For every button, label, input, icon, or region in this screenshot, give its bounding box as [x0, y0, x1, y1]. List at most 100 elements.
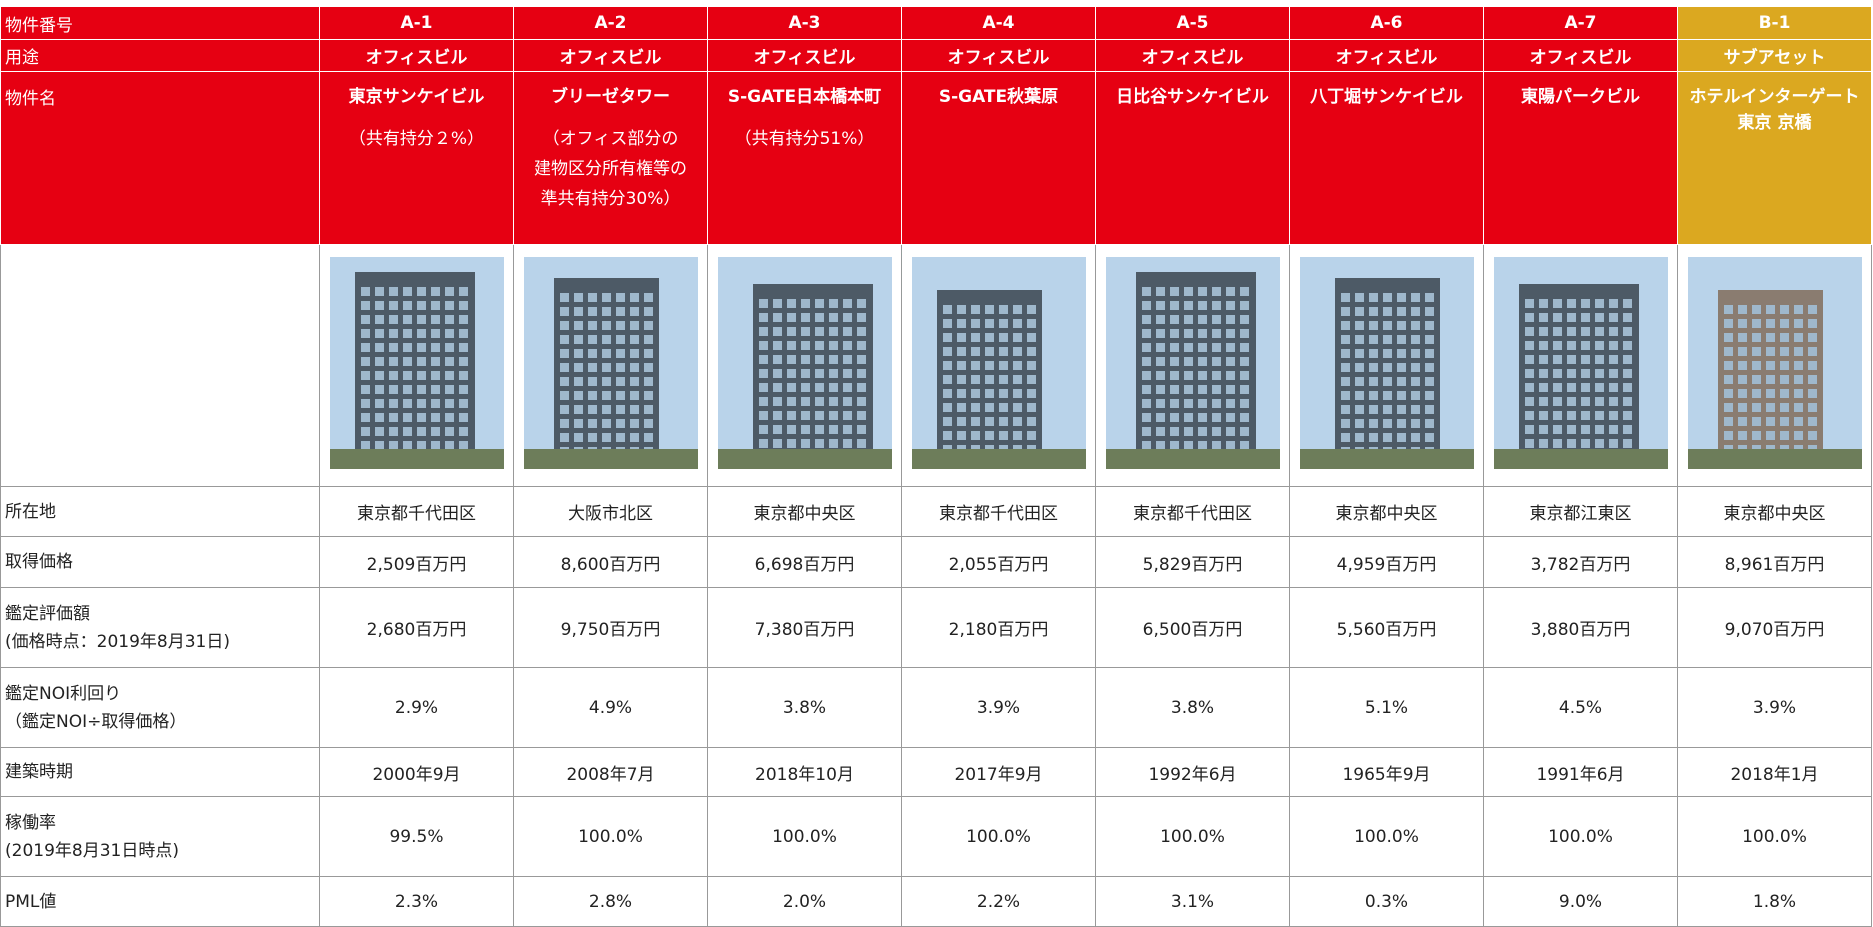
- value-cell: 2,509百万円: [319, 536, 514, 588]
- header-cell: A-7: [1483, 6, 1678, 40]
- name-line: S-GATE秋葉原: [938, 87, 1059, 107]
- row-label: 鑑定NOI利回り （鑑定NOI÷取得価格）: [0, 667, 320, 748]
- note-line: （共有持分２%）: [348, 129, 485, 149]
- value-cell: 9.0%: [1483, 876, 1678, 927]
- property-name: 日比谷サンケイビル: [1100, 84, 1285, 110]
- data-row: 鑑定NOI利回り （鑑定NOI÷取得価格） 2.9% 4.9% 3.8% 3.9% 3.8%…: [0, 667, 1872, 748]
- label-line: 所在地: [5, 501, 56, 522]
- value-cell: 2.9%: [319, 667, 514, 748]
- name-line: 東京 京橋: [1737, 113, 1812, 133]
- header-cell: S-GATE日本橋本町 （共有持分51%）: [707, 71, 902, 245]
- row-label: 物件番号: [0, 6, 320, 40]
- value-cell: 1992年6月: [1095, 747, 1290, 797]
- value-cell: 東京都千代田区: [319, 486, 514, 537]
- data-row: 建築時期 2000年9月 2008年7月 2018年10月 2017年9月 1992年6月…: [0, 747, 1872, 797]
- header-cell: 八丁堀サンケイビル: [1289, 71, 1484, 245]
- row-label: 取得価格: [0, 536, 320, 588]
- value-cell: 1.8%: [1677, 876, 1872, 927]
- header-cell: 日比谷サンケイビル: [1095, 71, 1290, 245]
- header-cell: A-3: [707, 6, 902, 40]
- header-cell: オフィスビル: [707, 39, 902, 72]
- value-cell: 2.2%: [901, 876, 1096, 927]
- header-cell: オフィスビル: [1289, 39, 1484, 72]
- value-cell: 2018年1月: [1677, 747, 1872, 797]
- value-cell: 3,880百万円: [1483, 587, 1678, 668]
- value-cell: 100.0%: [513, 796, 708, 877]
- value-cell: 3.1%: [1095, 876, 1290, 927]
- value-cell: 100.0%: [901, 796, 1096, 877]
- property-photo: [1687, 257, 1862, 486]
- label-line: PML値: [5, 891, 57, 912]
- value-cell: 大阪市北区: [513, 486, 708, 537]
- property-photo: [1105, 257, 1280, 469]
- row-label: [0, 244, 320, 487]
- row-label: 鑑定評価額 (価格時点：2019年8月31日): [0, 587, 320, 668]
- value-cell: 2,180百万円: [901, 587, 1096, 668]
- value-cell: 100.0%: [1289, 796, 1484, 877]
- image-cell: [513, 244, 708, 487]
- data-row: 取得価格 2,509百万円 8,600百万円 6,698百万円 2,055百万円 5,82…: [0, 536, 1872, 588]
- value-cell: 100.0%: [1677, 796, 1872, 877]
- label-line: 鑑定NOI利回り: [5, 683, 122, 704]
- note-line: （共有持分51%）: [734, 129, 875, 149]
- value-cell: 8,600百万円: [513, 536, 708, 588]
- property-name: S-GATE秋葉原: [906, 84, 1091, 110]
- header-row: 物件番号 A-1 A-2 A-3 A-4 A-5 A-6 A-7 B-1: [0, 6, 1872, 40]
- value-cell: 1991年6月: [1483, 747, 1678, 797]
- value-cell: 2000年9月: [319, 747, 514, 797]
- value-cell: 5.1%: [1289, 667, 1484, 748]
- property-photo: [1493, 257, 1668, 481]
- header-cell: オフィスビル: [901, 39, 1096, 72]
- note-line: （オフィス部分の: [542, 129, 679, 149]
- value-cell: 0.3%: [1289, 876, 1484, 927]
- image-cell: [319, 244, 514, 487]
- value-cell: 5,560百万円: [1289, 587, 1484, 668]
- header-cell: B-1: [1677, 6, 1872, 40]
- image-cell: [1289, 244, 1484, 487]
- property-name: 八丁堀サンケイビル: [1294, 84, 1479, 110]
- property-photo: [717, 257, 892, 481]
- label-line: （鑑定NOI÷取得価格）: [5, 711, 187, 732]
- value-cell: 100.0%: [707, 796, 902, 877]
- row-label: 稼働率 (2019年8月31日時点): [0, 796, 320, 877]
- header-row: 物件名 東京サンケイビル （共有持分２%） ブリーゼタワー （オフィス部分の 建物区分所有…: [0, 71, 1872, 245]
- value-cell: 3.9%: [901, 667, 1096, 748]
- value-cell: 1965年9月: [1289, 747, 1484, 797]
- value-cell: 5,829百万円: [1095, 536, 1290, 588]
- value-cell: 東京都千代田区: [901, 486, 1096, 537]
- value-cell: 99.5%: [319, 796, 514, 877]
- data-row: 所在地 東京都千代田区 大阪市北区 東京都中央区 東京都千代田区 東京都千代田区 東京都中央…: [0, 486, 1872, 537]
- value-cell: 4.9%: [513, 667, 708, 748]
- property-photo: [911, 257, 1086, 486]
- value-cell: 東京都江東区: [1483, 486, 1678, 537]
- page: 物件番号 A-1 A-2 A-3 A-4 A-5 A-6 A-7 B-1 用途 オフィスビル オフィス…: [0, 6, 1872, 927]
- label-line: 取得価格: [5, 552, 73, 572]
- label-line: 建築時期: [5, 762, 73, 782]
- header-cell: オフィスビル: [513, 39, 708, 72]
- value-cell: 東京都千代田区: [1095, 486, 1290, 537]
- property-name: S-GATE日本橋本町: [712, 84, 897, 110]
- property-table: 物件番号 A-1 A-2 A-3 A-4 A-5 A-6 A-7 B-1 用途 オフィスビル オフィス…: [0, 6, 1872, 927]
- image-cell: [1483, 244, 1678, 487]
- name-line: ブリーゼタワー: [551, 87, 670, 107]
- value-cell: 4,959百万円: [1289, 536, 1484, 588]
- name-line: S-GATE日本橋本町: [727, 87, 882, 107]
- data-row: 稼働率 (2019年8月31日時点) 99.5% 100.0% 100.0% 100.0%…: [0, 796, 1872, 877]
- header-cell: 東陽パークビル: [1483, 71, 1678, 245]
- value-cell: 2018年10月: [707, 747, 902, 797]
- header-cell: A-2: [513, 6, 708, 40]
- note-line: 建物区分所有権等の: [534, 159, 687, 179]
- data-row: 鑑定評価額 (価格時点：2019年8月31日) 2,680百万円 9,750百万円 7,…: [0, 587, 1872, 668]
- row-label: 物件名: [0, 71, 320, 245]
- value-cell: 2,680百万円: [319, 587, 514, 668]
- value-cell: 7,380百万円: [707, 587, 902, 668]
- note-line: 準共有持分30%）: [540, 189, 681, 209]
- value-cell: 2,055百万円: [901, 536, 1096, 588]
- value-cell: 6,500百万円: [1095, 587, 1290, 668]
- row-label: 用途: [0, 39, 320, 72]
- value-cell: 9,750百万円: [513, 587, 708, 668]
- header-cell: オフィスビル: [1095, 39, 1290, 72]
- value-cell: 100.0%: [1483, 796, 1678, 877]
- value-cell: 2.3%: [319, 876, 514, 927]
- value-cell: 3,782百万円: [1483, 536, 1678, 588]
